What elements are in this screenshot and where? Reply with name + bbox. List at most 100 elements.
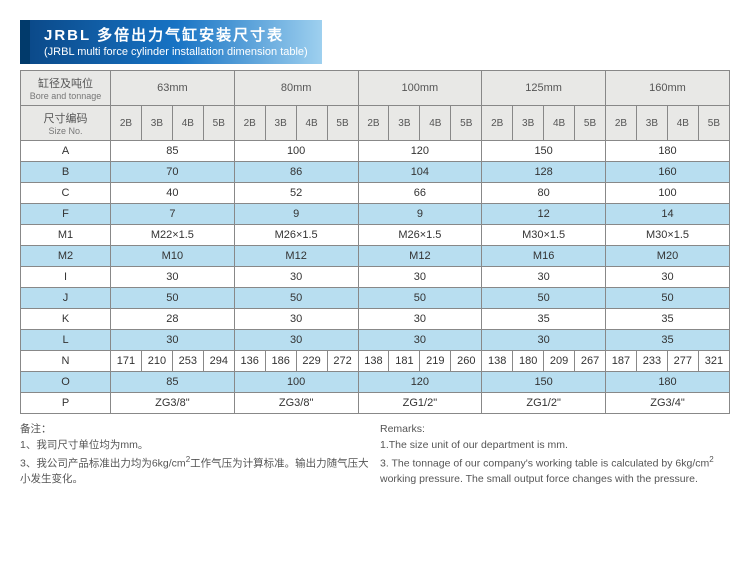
cell: 104 bbox=[358, 162, 482, 183]
cell: 30 bbox=[234, 309, 358, 330]
cell: 12 bbox=[482, 204, 606, 225]
cell: 66 bbox=[358, 183, 482, 204]
notes-cn-1: 1、我司尺寸单位均为mm。 bbox=[20, 438, 370, 454]
cell: 181 bbox=[389, 351, 420, 372]
row-label: M2 bbox=[21, 246, 111, 267]
cell: M22×1.5 bbox=[111, 225, 235, 246]
sub-header: 4B bbox=[172, 106, 203, 141]
row-label: L bbox=[21, 330, 111, 351]
cell: 180 bbox=[606, 372, 730, 393]
sub-header: 3B bbox=[513, 106, 544, 141]
row-label: C bbox=[21, 183, 111, 204]
cell: 50 bbox=[482, 288, 606, 309]
sub-header: 5B bbox=[451, 106, 482, 141]
sub-header: 2B bbox=[606, 106, 637, 141]
notes-cn: 备注： 1、我司尺寸单位均为mm。 3、我公司产品标准出力均为6kg/cm2工作… bbox=[20, 422, 370, 488]
notes-en-head: Remarks: bbox=[380, 422, 730, 438]
title-en: (JRBL multi force cylinder installation … bbox=[44, 46, 308, 58]
cell: ZG3/8" bbox=[111, 393, 235, 414]
cell: 35 bbox=[482, 309, 606, 330]
cell: 210 bbox=[141, 351, 172, 372]
cell: 50 bbox=[358, 288, 482, 309]
sub-header: 4B bbox=[544, 106, 575, 141]
size-header: 80mm bbox=[234, 71, 358, 106]
cell: 120 bbox=[358, 141, 482, 162]
notes-cn-head: 备注： bbox=[20, 422, 370, 438]
cell: M26×1.5 bbox=[234, 225, 358, 246]
cell: 30 bbox=[234, 267, 358, 288]
sub-header: 4B bbox=[667, 106, 698, 141]
cell: 86 bbox=[234, 162, 358, 183]
cell: 219 bbox=[420, 351, 451, 372]
cell: 35 bbox=[606, 309, 730, 330]
cell: 30 bbox=[234, 330, 358, 351]
cell: 128 bbox=[482, 162, 606, 183]
cell: M16 bbox=[482, 246, 606, 267]
title-cn: JRBL 多倍出力气缸安装尺寸表 bbox=[44, 27, 284, 44]
cell: 50 bbox=[234, 288, 358, 309]
cell: 180 bbox=[606, 141, 730, 162]
cell: 136 bbox=[234, 351, 265, 372]
sub-header: 3B bbox=[141, 106, 172, 141]
cell: M30×1.5 bbox=[482, 225, 606, 246]
row-label: M1 bbox=[21, 225, 111, 246]
cell: 40 bbox=[111, 183, 235, 204]
cell: 160 bbox=[606, 162, 730, 183]
dimension-table: 缸径及吨位Bore and tonnage63mm80mm100mm125mm 1… bbox=[20, 70, 730, 414]
notes-cn-3: 3、我公司产品标准出力均为6kg/cm2工作气压为计算标准。输出力随气压大小发生… bbox=[20, 454, 370, 488]
cell: 272 bbox=[327, 351, 358, 372]
row-label: K bbox=[21, 309, 111, 330]
row-label: F bbox=[21, 204, 111, 225]
cell: 30 bbox=[111, 330, 235, 351]
row-label: N bbox=[21, 351, 111, 372]
cell: 100 bbox=[606, 183, 730, 204]
title-bar: JRBL 多倍出力气缸安装尺寸表 (JRBL multi force cylin… bbox=[20, 20, 322, 64]
cell: 100 bbox=[234, 141, 358, 162]
cell: 138 bbox=[482, 351, 513, 372]
cell: 30 bbox=[358, 309, 482, 330]
sub-header: 2B bbox=[358, 106, 389, 141]
cell: 321 bbox=[698, 351, 729, 372]
cell: 30 bbox=[358, 330, 482, 351]
sizeno-header: 尺寸编码Size No. bbox=[21, 106, 111, 141]
cell: 9 bbox=[358, 204, 482, 225]
cell: 70 bbox=[111, 162, 235, 183]
sub-header: 4B bbox=[420, 106, 451, 141]
cell: 30 bbox=[482, 267, 606, 288]
cell: 30 bbox=[358, 267, 482, 288]
row-label: P bbox=[21, 393, 111, 414]
sub-header: 3B bbox=[389, 106, 420, 141]
cell: 229 bbox=[296, 351, 327, 372]
row-label: I bbox=[21, 267, 111, 288]
bore-header: 缸径及吨位Bore and tonnage bbox=[21, 71, 111, 106]
sub-header: 5B bbox=[698, 106, 729, 141]
cell: 138 bbox=[358, 351, 389, 372]
size-header: 63mm bbox=[111, 71, 235, 106]
cell: M26×1.5 bbox=[358, 225, 482, 246]
sub-header: 2B bbox=[111, 106, 142, 141]
cell: 80 bbox=[482, 183, 606, 204]
size-header: 100mm bbox=[358, 71, 482, 106]
row-label: B bbox=[21, 162, 111, 183]
cell: ZG1/2" bbox=[358, 393, 482, 414]
cell: 85 bbox=[111, 372, 235, 393]
row-label: O bbox=[21, 372, 111, 393]
cell: 187 bbox=[606, 351, 637, 372]
sub-header: 3B bbox=[636, 106, 667, 141]
cell: 171 bbox=[111, 351, 142, 372]
cell: 267 bbox=[575, 351, 606, 372]
cell: 85 bbox=[111, 141, 235, 162]
notes-en: Remarks: 1.The size unit of our departme… bbox=[380, 422, 730, 488]
cell: 50 bbox=[111, 288, 235, 309]
sub-header: 3B bbox=[265, 106, 296, 141]
cell: 100 bbox=[234, 372, 358, 393]
cell: 180 bbox=[513, 351, 544, 372]
cell: 277 bbox=[667, 351, 698, 372]
cell: ZG1/2" bbox=[482, 393, 606, 414]
notes: 备注： 1、我司尺寸单位均为mm。 3、我公司产品标准出力均为6kg/cm2工作… bbox=[20, 422, 730, 488]
cell: 30 bbox=[111, 267, 235, 288]
cell: ZG3/4" bbox=[606, 393, 730, 414]
size-header: 125mm bbox=[482, 71, 606, 106]
sub-header: 4B bbox=[296, 106, 327, 141]
sub-header: 5B bbox=[327, 106, 358, 141]
